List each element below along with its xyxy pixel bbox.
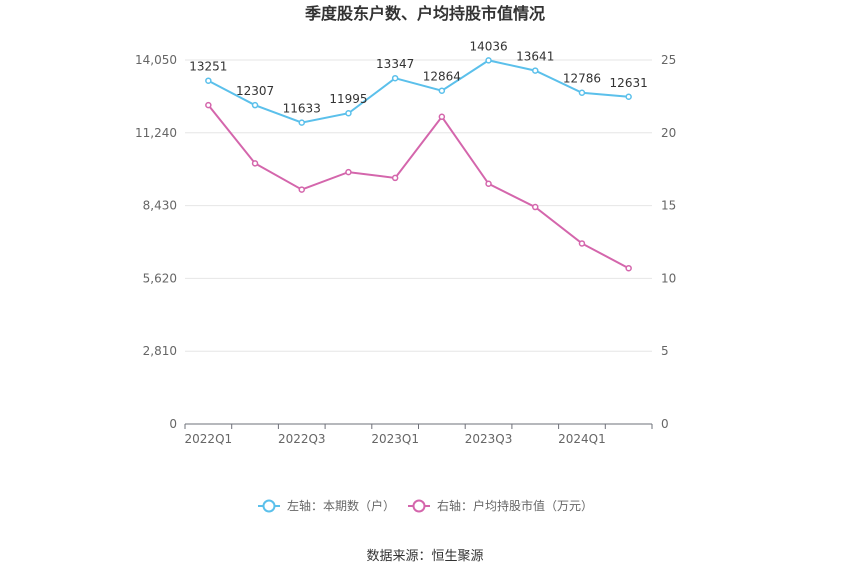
x-tick-label: 2022Q1 — [185, 432, 233, 446]
data-point[interactable] — [345, 109, 352, 117]
legend[interactable]: 左轴：本期数（户） 右轴：户均持股市值（万元） — [258, 498, 593, 513]
data-point[interactable] — [391, 74, 399, 82]
left-axis: 0 2,810 5,620 8,430 11,240 14,050 — [135, 53, 177, 431]
data-label: 13641 — [516, 50, 554, 64]
legend-marker — [262, 499, 276, 513]
x-tick-label: 2024Q1 — [558, 432, 606, 446]
data-label: 14036 — [469, 39, 507, 53]
series-line — [207, 104, 630, 270]
right-tick-label: 5 — [661, 344, 669, 358]
right-tick-label: 10 — [661, 271, 676, 285]
chart-title: 季度股东户数、户均持股市值情况 — [304, 4, 545, 23]
x-tick-label: 2023Q1 — [371, 432, 419, 446]
data-point[interactable] — [532, 67, 539, 74]
left-tick-label: 0 — [169, 417, 177, 431]
legend-marker — [412, 499, 426, 513]
data-point[interactable] — [485, 180, 492, 188]
legend-label: 左轴：本期数（户） — [287, 498, 395, 513]
data-point[interactable] — [578, 89, 586, 96]
data-point[interactable] — [578, 240, 586, 247]
data-point[interactable] — [298, 186, 305, 193]
legend-item-1[interactable]: 左轴：本期数（户） — [258, 498, 395, 513]
data-label: 13347 — [376, 57, 414, 71]
data-point[interactable] — [625, 93, 632, 101]
left-tick-label: 8,430 — [143, 199, 177, 213]
left-tick-label: 11,240 — [135, 126, 177, 140]
legend-item-2[interactable]: 右轴：户均持股市值（万元） — [408, 498, 593, 513]
data-point[interactable] — [205, 77, 212, 84]
data-point[interactable] — [625, 264, 632, 272]
data-point[interactable] — [251, 101, 259, 109]
series-2 — [205, 101, 632, 272]
right-tick-label: 15 — [661, 199, 676, 213]
right-tick-label: 25 — [661, 53, 676, 67]
data-point[interactable] — [438, 113, 446, 121]
data-point[interactable] — [532, 203, 539, 211]
series-1: 13251 12307 11633 11995 13347 12864 14036 13641… — [189, 39, 648, 126]
data-point[interactable] — [485, 57, 492, 64]
data-point[interactable] — [298, 119, 305, 126]
data-point[interactable] — [438, 87, 446, 94]
data-label: 12631 — [610, 76, 648, 90]
data-label: 11995 — [329, 92, 367, 106]
data-point[interactable] — [205, 101, 212, 109]
left-tick-label: 2,810 — [143, 344, 177, 358]
data-source: 数据来源：恒生聚源 — [366, 549, 483, 564]
right-tick-label: 0 — [661, 417, 669, 431]
data-point[interactable] — [251, 160, 259, 167]
right-axis: 0 5 10 15 20 25 — [661, 53, 676, 431]
data-label: 11633 — [283, 102, 321, 116]
x-axis: 2022Q1 2022Q3 2023Q1 2023Q3 2024Q1 — [184, 423, 653, 446]
legend-label: 右轴：户均持股市值（万元） — [437, 498, 593, 513]
grid — [185, 59, 652, 352]
data-point[interactable] — [391, 174, 399, 182]
right-tick-label: 20 — [661, 126, 676, 140]
data-label: 12307 — [236, 84, 274, 98]
left-tick-label: 5,620 — [143, 271, 177, 285]
data-point[interactable] — [345, 168, 352, 176]
data-label: 13251 — [189, 60, 227, 74]
series-layer: 13251 12307 11633 11995 13347 12864 14036 13641… — [189, 39, 648, 272]
x-tick-label: 2022Q3 — [278, 432, 326, 446]
data-label: 12864 — [423, 70, 461, 84]
series-line — [207, 59, 629, 124]
data-label: 12786 — [563, 72, 601, 86]
x-tick-label: 2023Q3 — [465, 432, 513, 446]
left-tick-label: 14,050 — [135, 53, 177, 67]
